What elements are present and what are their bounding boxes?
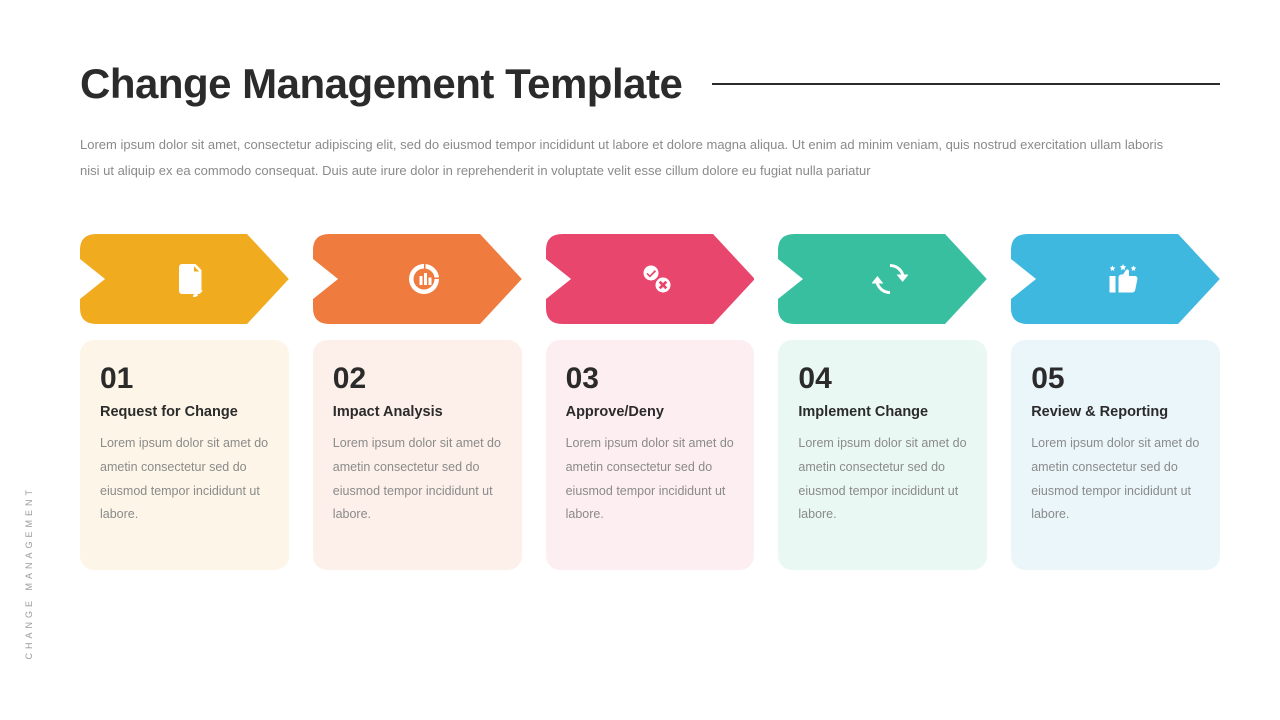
document-icon (80, 234, 289, 324)
card-4: 04 Implement Change Lorem ipsum dolor si… (778, 340, 987, 570)
analysis-icon (313, 234, 522, 324)
step-4: 04 Implement Change Lorem ipsum dolor si… (778, 234, 987, 570)
step-1: 01 Request for Change Lorem ipsum dolor … (80, 234, 289, 570)
step-body-4: Lorem ipsum dolor sit amet do ametin con… (798, 432, 967, 527)
chevron-3 (546, 234, 755, 324)
card-5: 05 Review & Reporting Lorem ipsum dolor … (1011, 340, 1220, 570)
chevron-2 (313, 234, 522, 324)
step-num-3: 03 (566, 362, 735, 396)
step-title-2: Impact Analysis (333, 404, 502, 420)
step-num-2: 02 (333, 362, 502, 396)
slide: Change Management Template Lorem ipsum d… (0, 0, 1280, 720)
step-body-1: Lorem ipsum dolor sit amet do ametin con… (100, 432, 269, 527)
step-2: 02 Impact Analysis Lorem ipsum dolor sit… (313, 234, 522, 570)
step-title-5: Review & Reporting (1031, 404, 1200, 420)
step-title-1: Request for Change (100, 404, 269, 420)
chevron-4 (778, 234, 987, 324)
step-num-5: 05 (1031, 362, 1200, 396)
refresh-icon (778, 234, 987, 324)
step-body-3: Lorem ipsum dolor sit amet do ametin con… (566, 432, 735, 527)
step-num-4: 04 (798, 362, 967, 396)
side-label: CHANGE MANAGEMENT (24, 486, 34, 660)
approve-deny-icon (546, 234, 755, 324)
step-3: 03 Approve/Deny Lorem ipsum dolor sit am… (546, 234, 755, 570)
step-title-4: Implement Change (798, 404, 967, 420)
title-rule (712, 83, 1220, 85)
step-body-2: Lorem ipsum dolor sit amet do ametin con… (333, 432, 502, 527)
card-1: 01 Request for Change Lorem ipsum dolor … (80, 340, 289, 570)
step-5: 05 Review & Reporting Lorem ipsum dolor … (1011, 234, 1220, 570)
card-2: 02 Impact Analysis Lorem ipsum dolor sit… (313, 340, 522, 570)
chevron-1 (80, 234, 289, 324)
rating-icon (1011, 234, 1220, 324)
steps-row: 01 Request for Change Lorem ipsum dolor … (80, 234, 1220, 570)
step-num-1: 01 (100, 362, 269, 396)
step-body-5: Lorem ipsum dolor sit amet do ametin con… (1031, 432, 1200, 527)
chevron-5 (1011, 234, 1220, 324)
step-title-3: Approve/Deny (566, 404, 735, 420)
page-title: Change Management Template (80, 60, 682, 108)
card-3: 03 Approve/Deny Lorem ipsum dolor sit am… (546, 340, 755, 570)
page-subtitle: Lorem ipsum dolor sit amet, consectetur … (80, 132, 1180, 184)
header-row: Change Management Template (80, 60, 1220, 108)
